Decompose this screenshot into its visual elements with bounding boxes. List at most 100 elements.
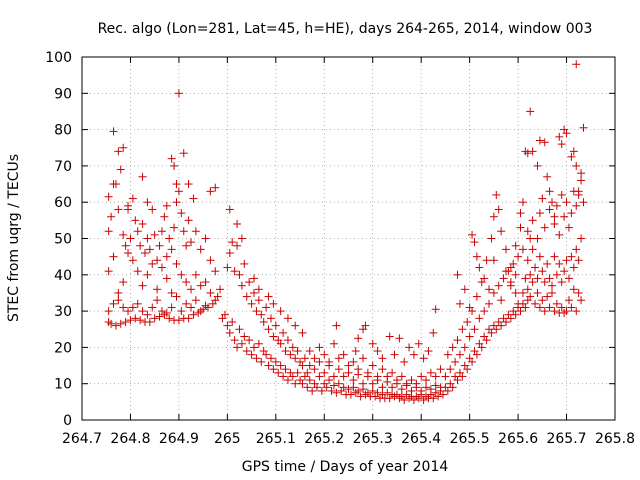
y-axis-title: STEC from uqrg / TECUs [6,154,22,322]
data-point [577,296,586,305]
data-point [569,263,578,272]
data-point [250,288,259,297]
data-point [206,256,215,265]
data-point [196,281,205,290]
data-point [494,205,503,214]
data-point [225,328,234,337]
data-point [523,149,532,158]
data-point [349,357,358,366]
data-point [126,316,135,325]
data-point [191,227,200,236]
data-point [119,230,128,239]
data-point [119,143,128,152]
data-point [257,310,266,319]
data-point [189,194,198,203]
data-point [344,368,353,377]
data-point [174,187,183,196]
data-point [206,288,215,297]
data-point [417,386,426,395]
data-point [441,372,450,381]
data-point [579,198,588,207]
data-point [506,314,515,323]
data-point [349,376,358,385]
data-point [577,234,586,243]
data-point [124,249,133,258]
data-point [322,383,331,392]
data-point [240,332,249,341]
data-point [264,292,273,301]
data-point [184,314,193,323]
data-point [216,285,225,294]
data-point [516,209,525,218]
data-point [315,343,324,352]
data-point [177,307,186,316]
data-point [511,310,520,319]
data-point [463,365,472,374]
y-tick-label: 90 [54,86,72,102]
data-point [545,205,554,214]
data-point [501,267,510,276]
data-point [109,299,118,308]
data-point [535,303,544,312]
data-point [223,321,232,330]
data-point [242,292,251,301]
data-point [308,386,317,395]
data-point [116,319,125,328]
data-point [264,325,273,334]
data-point [497,296,506,305]
data-point [533,234,542,243]
data-point [124,307,133,316]
data-point [392,376,401,385]
data-point [521,274,530,283]
data-point [298,379,307,388]
data-point [332,388,341,397]
data-point [480,274,489,283]
data-point [157,227,166,236]
data-point [191,296,200,305]
data-point [143,234,152,243]
data-point [468,357,477,366]
data-point [111,180,120,189]
data-point [172,198,181,207]
data-point [451,357,460,366]
data-point [567,252,576,261]
data-point [564,296,573,305]
data-point [562,198,571,207]
data-point [487,234,496,243]
data-point [555,132,564,141]
y-tick-label: 60 [54,195,72,211]
data-point [189,310,198,319]
data-point [235,325,244,334]
data-point [291,379,300,388]
data-point [128,194,137,203]
data-point [160,212,169,221]
data-point [557,278,566,287]
data-point [291,354,300,363]
data-point [397,385,406,394]
x-tick-label: 265.4 [401,431,441,447]
data-point [409,350,418,359]
data-point [317,386,326,395]
data-point [339,383,348,392]
data-point [480,307,489,316]
data-point [220,310,229,319]
data-point [514,299,523,308]
data-point [518,288,527,297]
x-axis-title: GPS time / Days of year 2014 [242,459,449,475]
data-point [211,267,220,276]
data-point [329,339,338,348]
data-point [140,249,149,258]
data-point [187,285,196,294]
data-point [206,187,215,196]
data-point [303,368,312,377]
data-point [489,288,498,297]
data-point [254,285,263,294]
data-point [550,212,559,221]
data-point [487,328,496,337]
data-point [230,336,239,345]
data-point [138,172,147,181]
data-point [165,234,174,243]
data-point [579,123,588,132]
data-point [109,252,118,261]
data-point [535,252,544,261]
